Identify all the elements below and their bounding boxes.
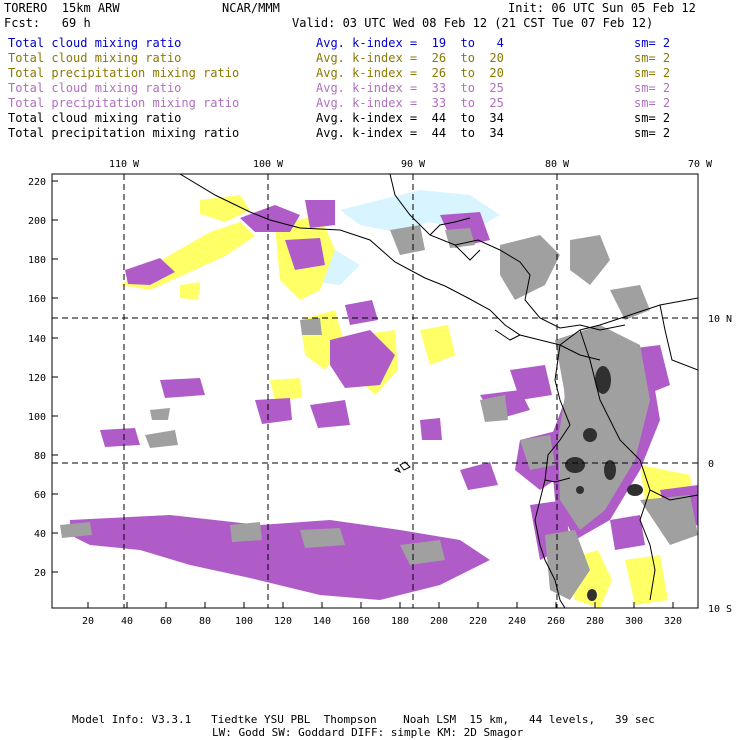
legend-kindex: Avg. k-index = 44 to 34	[316, 111, 504, 125]
x-tick-label: 160	[352, 616, 370, 627]
x-tick-label: 260	[547, 616, 565, 627]
graticule	[52, 174, 698, 608]
x-tick-label: 80	[199, 616, 211, 627]
x-tick-label: 320	[664, 616, 682, 627]
legend-sm: sm= 2	[634, 81, 671, 95]
legend-sm: sm= 2	[634, 66, 671, 80]
legend-field: Total precipitation mixing ratio	[8, 66, 240, 80]
y-tick-label: 20	[34, 568, 46, 579]
lon-label: 100 W	[253, 159, 284, 170]
legend-field: Total cloud mixing ratio	[8, 111, 182, 125]
y-tick-label: 60	[34, 490, 46, 501]
init-time: Init: 06 UTC Sun 05 Feb 12	[508, 1, 696, 15]
legend-field: Total cloud mixing ratio	[8, 81, 182, 95]
lat-label: 10 S	[708, 604, 732, 615]
y-tick-label: 160	[28, 294, 46, 305]
organization-label: NCAR/MMM	[222, 1, 280, 15]
legend-sm: sm= 2	[634, 111, 671, 125]
x-tick-label: 180	[391, 616, 409, 627]
legend-field: Total cloud mixing ratio	[8, 36, 182, 50]
model-info-line1: Model Info: V3.3.1 Tiedtke YSU PBL Thomp…	[72, 713, 655, 726]
legend-kindex: Avg. k-index = 33 to 25	[316, 96, 504, 110]
lon-label: 70 W	[688, 159, 713, 170]
forecast-map: 110 W 100 W 90 W 80 W 70 W 10 N 0 10 S 2…	[28, 159, 732, 627]
plot-frame	[51, 173, 699, 609]
legend-field: Total cloud mixing ratio	[8, 51, 182, 65]
y-tick-label: 140	[28, 334, 46, 345]
x-tick-label: 40	[121, 616, 133, 627]
legend-field: Total precipitation mixing ratio	[8, 126, 240, 140]
x-tick-label: 120	[274, 616, 292, 627]
x-tick-label: 100	[235, 616, 253, 627]
y-tick-label: 100	[28, 412, 46, 423]
x-tick-label: 20	[82, 616, 94, 627]
valid-time: Valid: 03 UTC Wed 08 Feb 12 (21 CST Tue …	[292, 16, 654, 30]
y-tick-label: 220	[28, 177, 46, 188]
legend-sm: sm= 2	[634, 126, 671, 140]
coastlines	[179, 174, 698, 608]
x-tick-label: 220	[469, 616, 487, 627]
y-tick-label: 200	[28, 216, 46, 227]
x-tick-label: 300	[625, 616, 643, 627]
legend-sm: sm= 2	[634, 36, 671, 50]
legend-kindex: Avg. k-index = 44 to 34	[316, 126, 504, 140]
y-tick-label: 40	[34, 529, 46, 540]
model-title: TORERO 15km ARW	[4, 1, 120, 15]
y-tick-label: 120	[28, 373, 46, 384]
legend-sm: sm= 2	[634, 51, 671, 65]
legend-sm: sm= 2	[634, 96, 671, 110]
lon-label: 90 W	[401, 159, 426, 170]
lat-label: 0	[708, 459, 714, 470]
field-layer	[60, 174, 698, 608]
x-tick-label: 200	[430, 616, 448, 627]
y-tick-label: 80	[34, 451, 46, 462]
lon-label: 110 W	[109, 159, 140, 170]
x-tick-label: 240	[508, 616, 526, 627]
x-tick-label: 60	[160, 616, 172, 627]
y-tick-label: 180	[28, 255, 46, 266]
legend-kindex: Avg. k-index = 19 to 4	[316, 36, 504, 50]
x-tick-label: 280	[586, 616, 604, 627]
model-info-line2: LW: Godd SW: Goddard DIFF: simple KM: 2D…	[212, 726, 524, 739]
legend-field: Total precipitation mixing ratio	[8, 96, 240, 110]
gray-cloud-areas	[60, 225, 698, 600]
lat-label: 10 N	[708, 314, 732, 325]
x-tick-label: 140	[313, 616, 331, 627]
legend-kindex: Avg. k-index = 33 to 25	[316, 81, 504, 95]
legend-kindex: Avg. k-index = 26 to 20	[316, 66, 504, 80]
lon-label: 80 W	[545, 159, 570, 170]
tick-marks	[52, 180, 674, 608]
dark-cloud-cores	[565, 366, 643, 601]
forecast-hour: Fcst: 69 h	[4, 16, 91, 30]
legend-kindex: Avg. k-index = 26 to 20	[316, 51, 504, 65]
